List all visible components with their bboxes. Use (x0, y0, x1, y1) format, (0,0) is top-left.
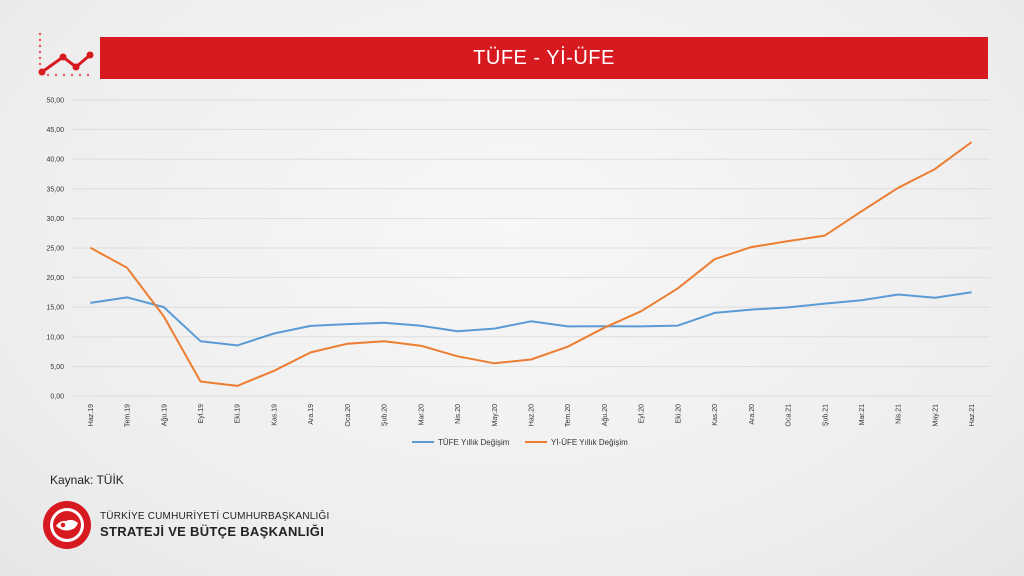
x-tick-label: Eki.20 (675, 404, 682, 424)
x-tick-label: Haz.21 (969, 404, 976, 426)
x-tick-label: Kas.20 (712, 404, 719, 426)
x-tick-label: Mar.20 (418, 404, 425, 426)
y-tick-label: 45,00 (46, 127, 64, 134)
x-tick-label: Eki.19 (235, 404, 242, 424)
presidency-seal-icon (43, 501, 91, 549)
x-tick-label: Şub.21 (822, 404, 829, 426)
x-tick-label: Nis.20 (455, 404, 462, 424)
x-tick-label: May.21 (932, 404, 939, 427)
x-tick-label: Oca.20 (345, 404, 352, 427)
series-line-1 (90, 291, 972, 347)
x-tick-label: Nis.21 (896, 404, 903, 424)
org-block: TÜRKİYE CUMHURİYETİ CUMHURBAŞKANLIĞI STR… (42, 500, 329, 550)
y-tick-label: 5,00 (50, 364, 64, 371)
y-tick-label: 20,00 (46, 275, 64, 282)
chart-title: TÜFE - Yİ-ÜFE (473, 46, 615, 69)
y-tick-label: 15,00 (46, 305, 64, 312)
x-tick-label: Mar.21 (859, 404, 866, 426)
x-tick-label: Şub.20 (382, 404, 389, 426)
x-tick-label: Ağu.19 (161, 404, 168, 426)
x-tick-label: Tem.19 (125, 404, 132, 427)
trend-line-icon (38, 32, 94, 77)
x-tick-label: Oca.21 (786, 404, 793, 427)
x-tick-label: Haz.20 (529, 404, 536, 426)
line-chart: 0,00 5,00 10,00 15,00 20,00 25,00 30,00 35,00 40… (46, 98, 990, 447)
y-tick-label: 30,00 (46, 216, 64, 223)
series-line-2 (89, 141, 973, 387)
x-tick-label: Ara.19 (308, 404, 315, 425)
org-name-line1: TÜRKİYE CUMHURİYETİ CUMHURBAŞKANLIĞI (100, 511, 330, 522)
x-tick-label: Eyl.20 (639, 404, 646, 424)
x-tick-label: Ara.20 (749, 404, 756, 425)
source-label: Kaynak: TÜİK (50, 473, 124, 487)
org-name-line2: STRATEJİ VE BÜTÇE BAŞKANLIĞI (100, 524, 325, 539)
legend-label: TÜFE Yıllık Değişim (438, 438, 510, 447)
x-tick-label: Kas.19 (271, 404, 278, 426)
title-bar: TÜFE - Yİ-ÜFE (100, 37, 988, 79)
x-tick-label: May.20 (492, 404, 499, 427)
y-tick-label: 0,00 (50, 394, 64, 401)
y-tick-label: 10,00 (46, 334, 64, 341)
y-tick-label: 50,00 (46, 98, 64, 105)
y-tick-label: 35,00 (46, 186, 64, 193)
x-tick-label: Ağu.20 (602, 404, 609, 426)
x-tick-label: Tem.20 (565, 404, 572, 427)
chart-legend: TÜFE Yıllık Değişim Yİ-ÜFE Yıllık Değişim (412, 438, 628, 447)
x-tick-label: Haz.19 (88, 404, 95, 426)
y-tick-label: 40,00 (46, 157, 64, 164)
x-tick-label: Eyl.19 (198, 404, 205, 424)
legend-label: Yİ-ÜFE Yıllık Değişim (551, 438, 628, 447)
y-tick-label: 25,00 (46, 246, 64, 253)
